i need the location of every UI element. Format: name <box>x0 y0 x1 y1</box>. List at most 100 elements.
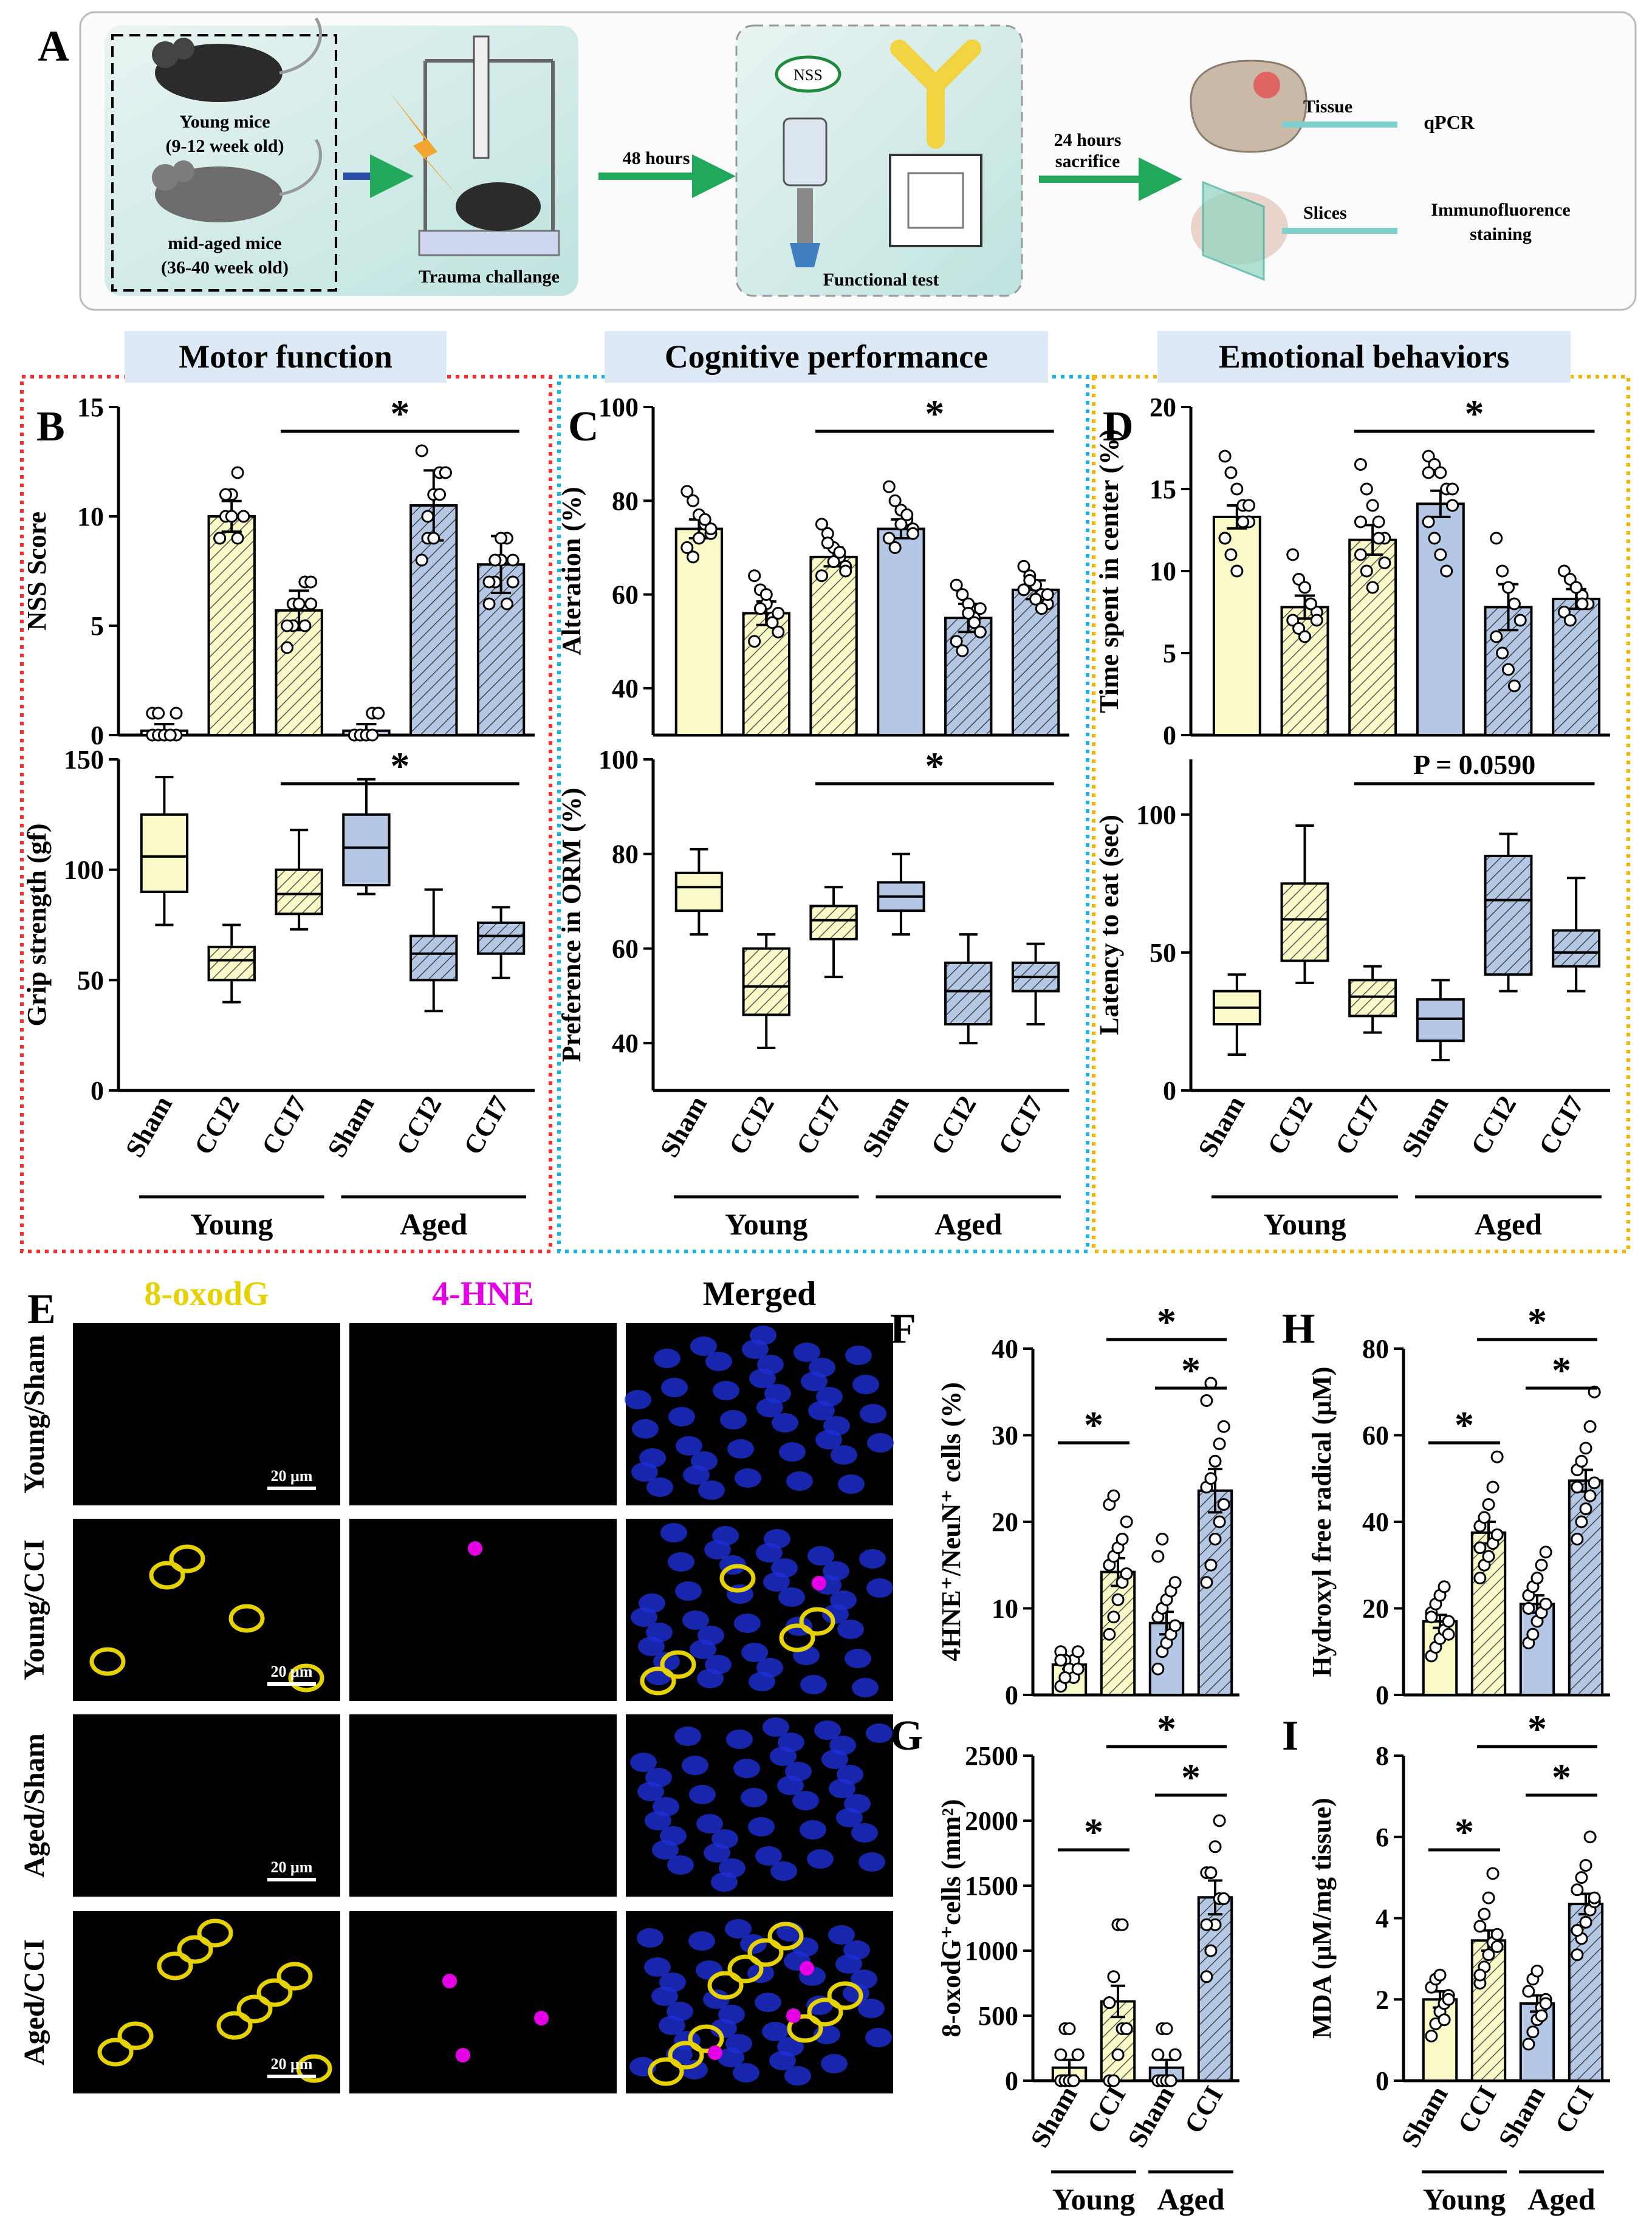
data-point <box>1366 499 1379 512</box>
data-point <box>421 510 434 523</box>
nucleus-stain <box>697 1626 724 1645</box>
nucleus-stain <box>755 1846 782 1866</box>
arrow-24h-label-2: sacrifice <box>1055 151 1120 171</box>
immuno-label: Immunofluorence <box>1431 200 1570 220</box>
data-point <box>1213 1437 1226 1451</box>
nucleus-stain <box>786 1471 813 1491</box>
nucleus-stain <box>719 1858 745 1878</box>
data-point <box>1446 482 1459 496</box>
y-tick-label: 2000 <box>965 1806 1018 1836</box>
data-point <box>1442 1627 1455 1641</box>
data-point <box>772 606 785 620</box>
data-point <box>1482 1498 1495 1511</box>
data-point <box>833 546 846 559</box>
significance-label: * <box>1084 1810 1103 1853</box>
nucleus-stain <box>659 1973 686 1992</box>
oxodg-signal <box>236 1994 273 2024</box>
open-field-icon <box>889 154 982 247</box>
y-axis-label: Latency to eat (sec) <box>1094 815 1124 1035</box>
box <box>944 961 993 1026</box>
data-point <box>1482 1948 1495 1962</box>
box <box>140 813 189 894</box>
data-point <box>1571 1480 1584 1494</box>
nucleus-stain <box>757 1355 784 1374</box>
brain-section-icon <box>1190 60 1308 153</box>
oxodg-signal <box>827 1981 863 2010</box>
data-point <box>839 564 852 578</box>
data-point <box>1486 1867 1499 1880</box>
qpcr-label: qPCR <box>1424 111 1475 133</box>
data-point <box>1434 466 1447 479</box>
data-point <box>1588 1476 1601 1490</box>
y-tick-label: 80 <box>612 486 639 516</box>
data-point <box>1156 1533 1169 1545</box>
cohort-label-aged: Aged <box>1157 2182 1224 2216</box>
oxodg-signal <box>640 1666 676 1696</box>
data-point <box>968 616 981 629</box>
y-tick-label: 8 <box>1376 1741 1389 1771</box>
nucleus-stain <box>828 1925 855 1945</box>
data-point <box>1490 532 1503 545</box>
nucleus-stain <box>860 1404 886 1423</box>
x-tick-label: CCI <box>1179 2081 1229 2138</box>
data-point <box>231 532 244 545</box>
scale-bar-label: 20 μm <box>271 1663 313 1680</box>
cohort-label-aged: Aged <box>934 1207 1002 1241</box>
data-point <box>1151 1662 1165 1675</box>
nucleus-stain <box>726 1730 753 1749</box>
data-point <box>1168 1576 1182 1589</box>
data-point <box>1310 614 1323 627</box>
data-point <box>759 588 773 601</box>
cohort-label-young: Young <box>190 1207 273 1241</box>
y-tick-label: 500 <box>978 2001 1018 2031</box>
data-point <box>1425 1610 1438 1624</box>
nucleus-stain <box>867 1433 894 1453</box>
micrograph <box>349 1323 617 1505</box>
nucleus-stain <box>645 1768 672 1787</box>
cohort-label-young: Young <box>1263 1207 1346 1241</box>
nucleus-stain <box>771 1558 798 1578</box>
data-point <box>1023 573 1037 587</box>
data-point <box>1204 1944 1218 1957</box>
oxodg-signal <box>177 1935 213 1964</box>
y-tick-label: 10 <box>992 1594 1018 1624</box>
significance-label: * <box>1455 1403 1474 1446</box>
nucleus-stain <box>772 1413 798 1432</box>
nucleus-stain <box>653 1797 679 1816</box>
hne-signal <box>534 2011 549 2025</box>
x-tick-label: CCI7 <box>458 1091 515 1160</box>
hne-signal <box>786 2008 801 2023</box>
data-point <box>1571 1533 1584 1545</box>
nucleus-stain <box>807 1849 834 1869</box>
data-point <box>1490 1940 1504 1953</box>
panel-label-d: D <box>1103 403 1134 450</box>
y-tick-label: 2 <box>1376 1985 1389 2014</box>
data-point <box>506 553 519 567</box>
y-tick-label: 60 <box>1362 1421 1389 1451</box>
data-point <box>1116 1533 1129 1545</box>
data-point <box>304 575 318 589</box>
y-tick-label: 100 <box>598 745 639 775</box>
cohort-label-aged: Aged <box>1527 2182 1595 2216</box>
data-point <box>1473 1968 1487 1982</box>
immuno-label-2: staining <box>1470 224 1532 244</box>
hne-signal <box>468 1541 482 1556</box>
nucleus-stain <box>845 1346 872 1365</box>
data-point <box>1107 1610 1120 1624</box>
nucleus-stain <box>784 2066 811 2086</box>
data-point <box>687 494 700 507</box>
data-point <box>1579 1502 1592 1516</box>
chart-alteration: 40 60 80 100 Alteration (%) * <box>557 392 1069 737</box>
motor-header-bg <box>125 331 447 383</box>
data-point <box>1208 1840 1222 1853</box>
data-point <box>1360 482 1373 496</box>
nucleus-stain <box>727 1439 754 1459</box>
box <box>1552 929 1601 968</box>
data-point <box>1111 2048 1125 2061</box>
nucleus-stain <box>713 1381 739 1400</box>
data-point <box>488 553 502 567</box>
data-point <box>815 518 828 531</box>
data-point <box>1111 1593 1125 1606</box>
nucleus-stain <box>843 1940 870 1960</box>
